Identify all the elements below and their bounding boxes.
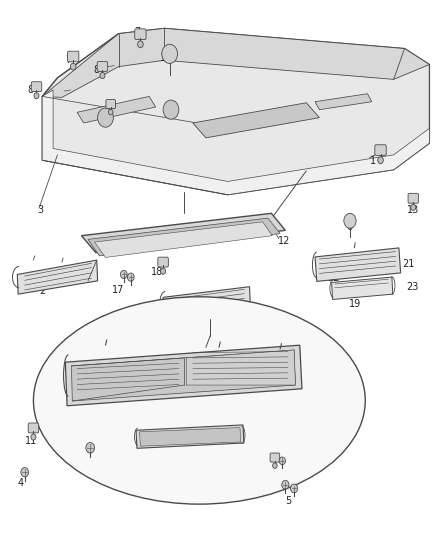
Text: 3: 3	[38, 205, 44, 215]
Text: 6: 6	[346, 222, 353, 232]
Text: 19: 19	[349, 298, 361, 309]
Polygon shape	[88, 218, 280, 256]
Text: 23: 23	[406, 282, 418, 292]
FancyBboxPatch shape	[375, 145, 386, 156]
Text: 9: 9	[82, 460, 88, 470]
Circle shape	[71, 63, 76, 70]
FancyBboxPatch shape	[67, 51, 79, 62]
Circle shape	[162, 44, 177, 63]
Polygon shape	[71, 350, 295, 401]
FancyBboxPatch shape	[28, 423, 39, 433]
Circle shape	[344, 213, 356, 228]
Circle shape	[378, 157, 383, 164]
Text: 2: 2	[240, 310, 246, 320]
Polygon shape	[65, 345, 302, 406]
FancyBboxPatch shape	[158, 257, 168, 267]
Polygon shape	[186, 350, 295, 385]
Text: 8: 8	[94, 65, 100, 75]
Text: 11: 11	[25, 436, 37, 446]
Text: 7: 7	[65, 55, 71, 65]
Text: 21: 21	[403, 259, 415, 269]
Text: 10: 10	[265, 466, 277, 476]
Circle shape	[290, 484, 298, 493]
Polygon shape	[42, 28, 429, 195]
Text: 17: 17	[112, 286, 124, 295]
Polygon shape	[140, 427, 241, 446]
Text: 2: 2	[39, 286, 45, 296]
Circle shape	[34, 93, 39, 99]
Text: 16: 16	[92, 241, 104, 251]
Text: 12: 12	[278, 236, 290, 246]
Polygon shape	[136, 425, 244, 448]
Polygon shape	[315, 248, 401, 281]
Text: 7: 7	[134, 27, 140, 37]
Circle shape	[21, 467, 28, 477]
FancyBboxPatch shape	[270, 453, 280, 462]
FancyBboxPatch shape	[97, 61, 108, 71]
Polygon shape	[332, 277, 393, 300]
Circle shape	[100, 72, 105, 78]
Circle shape	[138, 41, 143, 47]
Circle shape	[109, 109, 113, 115]
FancyBboxPatch shape	[106, 100, 116, 109]
Circle shape	[120, 270, 127, 279]
Text: 4: 4	[17, 479, 23, 488]
Circle shape	[86, 442, 95, 453]
Circle shape	[272, 463, 277, 469]
Polygon shape	[163, 287, 251, 319]
Text: 15: 15	[160, 53, 173, 63]
Polygon shape	[193, 103, 319, 138]
Circle shape	[98, 108, 113, 127]
Text: 8: 8	[28, 85, 34, 95]
Text: 22: 22	[327, 273, 340, 283]
Text: 1: 1	[370, 156, 376, 166]
Text: 18: 18	[151, 267, 163, 277]
Polygon shape	[42, 90, 429, 195]
FancyBboxPatch shape	[408, 193, 419, 203]
Text: 14: 14	[100, 107, 113, 117]
Polygon shape	[42, 28, 429, 98]
Circle shape	[282, 480, 289, 489]
Circle shape	[127, 273, 134, 281]
Polygon shape	[81, 213, 286, 253]
Circle shape	[163, 100, 179, 119]
Polygon shape	[17, 260, 98, 294]
Circle shape	[31, 434, 36, 440]
Circle shape	[279, 457, 286, 465]
Ellipse shape	[33, 297, 365, 504]
Circle shape	[411, 204, 416, 211]
Polygon shape	[315, 94, 372, 110]
FancyBboxPatch shape	[135, 29, 146, 39]
Text: 5: 5	[285, 496, 291, 506]
Polygon shape	[77, 96, 155, 123]
Text: 13: 13	[407, 205, 419, 215]
Circle shape	[161, 268, 166, 274]
Polygon shape	[95, 222, 272, 257]
FancyBboxPatch shape	[31, 82, 42, 92]
